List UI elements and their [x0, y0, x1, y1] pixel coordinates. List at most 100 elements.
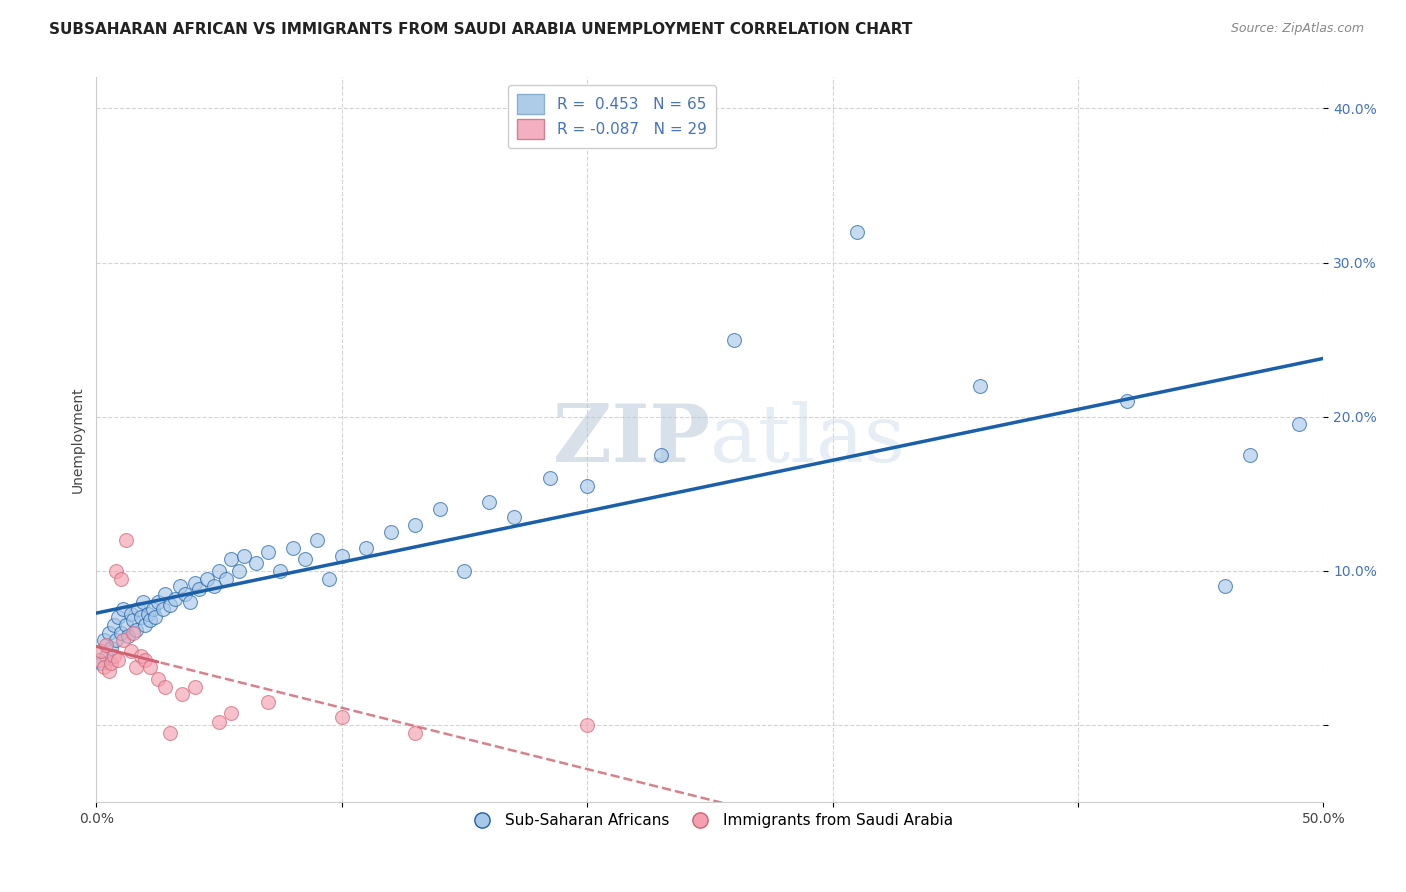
Point — [112, 602, 135, 616]
Point — [179, 595, 201, 609]
Point — [318, 572, 340, 586]
Point — [139, 659, 162, 673]
Point — [114, 618, 136, 632]
Text: ZIP: ZIP — [553, 401, 710, 479]
Point — [576, 718, 599, 732]
Text: atlas: atlas — [710, 401, 905, 479]
Point — [100, 641, 122, 656]
Point — [159, 726, 181, 740]
Point — [208, 714, 231, 729]
Point — [172, 687, 194, 701]
Point — [1213, 579, 1236, 593]
Point — [330, 549, 353, 563]
Point — [650, 448, 672, 462]
Point — [96, 638, 118, 652]
Point — [169, 579, 191, 593]
Point — [127, 602, 149, 616]
Point — [120, 644, 142, 658]
Point — [183, 576, 205, 591]
Point — [163, 591, 186, 606]
Point — [146, 672, 169, 686]
Point — [136, 607, 159, 621]
Point — [228, 564, 250, 578]
Point — [269, 564, 291, 578]
Point — [208, 564, 231, 578]
Point — [117, 629, 139, 643]
Point — [538, 471, 561, 485]
Point — [232, 549, 254, 563]
Point — [110, 625, 132, 640]
Point — [97, 625, 120, 640]
Point — [281, 541, 304, 555]
Point — [307, 533, 329, 547]
Point — [112, 633, 135, 648]
Point — [257, 545, 280, 559]
Point — [132, 595, 155, 609]
Point — [153, 587, 176, 601]
Point — [404, 517, 426, 532]
Point — [356, 541, 378, 555]
Point — [134, 653, 156, 667]
Point — [380, 525, 402, 540]
Point — [129, 648, 152, 663]
Point — [87, 653, 110, 667]
Point — [120, 607, 142, 621]
Point — [124, 659, 146, 673]
Point — [188, 582, 211, 597]
Point — [90, 644, 112, 658]
Point — [152, 602, 174, 616]
Point — [1239, 448, 1261, 462]
Point — [221, 706, 243, 720]
Point — [114, 533, 136, 547]
Point — [159, 598, 181, 612]
Point — [96, 648, 118, 663]
Legend: Sub-Saharan Africans, Immigrants from Saudi Arabia: Sub-Saharan Africans, Immigrants from Sa… — [461, 807, 959, 835]
Point — [124, 623, 146, 637]
Point — [134, 618, 156, 632]
Point — [257, 695, 280, 709]
Point — [100, 657, 122, 671]
Point — [173, 587, 195, 601]
Point — [129, 610, 152, 624]
Point — [93, 659, 115, 673]
Point — [429, 502, 451, 516]
Point — [103, 648, 125, 663]
Point — [846, 225, 869, 239]
Text: Source: ZipAtlas.com: Source: ZipAtlas.com — [1230, 22, 1364, 36]
Point — [215, 572, 238, 586]
Point — [90, 657, 112, 671]
Point — [153, 680, 176, 694]
Point — [122, 613, 145, 627]
Point — [103, 618, 125, 632]
Point — [107, 653, 129, 667]
Point — [195, 572, 218, 586]
Point — [104, 633, 127, 648]
Point — [330, 710, 353, 724]
Point — [97, 664, 120, 678]
Point — [202, 579, 225, 593]
Point — [107, 610, 129, 624]
Point — [723, 333, 745, 347]
Point — [143, 610, 166, 624]
Point — [478, 494, 501, 508]
Point — [294, 551, 316, 566]
Point — [93, 633, 115, 648]
Point — [139, 613, 162, 627]
Point — [245, 556, 267, 570]
Point — [142, 602, 165, 616]
Point — [502, 510, 524, 524]
Point — [453, 564, 475, 578]
Point — [1116, 394, 1139, 409]
Text: SUBSAHARAN AFRICAN VS IMMIGRANTS FROM SAUDI ARABIA UNEMPLOYMENT CORRELATION CHAR: SUBSAHARAN AFRICAN VS IMMIGRANTS FROM SA… — [49, 22, 912, 37]
Point — [104, 564, 127, 578]
Point — [1288, 417, 1310, 432]
Point — [146, 595, 169, 609]
Point — [969, 379, 991, 393]
Point — [183, 680, 205, 694]
Point — [122, 625, 145, 640]
Y-axis label: Unemployment: Unemployment — [72, 386, 86, 493]
Point — [110, 572, 132, 586]
Point — [221, 551, 243, 566]
Point — [404, 726, 426, 740]
Point — [576, 479, 599, 493]
